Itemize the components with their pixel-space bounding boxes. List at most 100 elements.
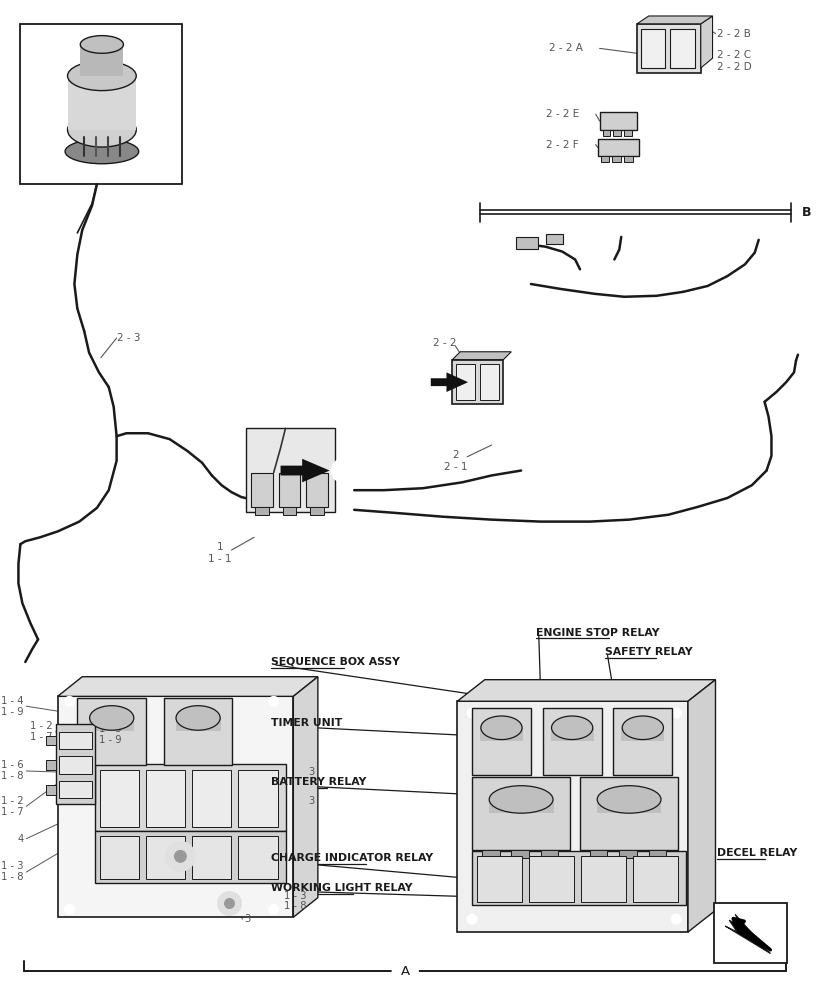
Ellipse shape xyxy=(80,36,123,53)
Text: 3: 3 xyxy=(308,767,314,777)
Bar xyxy=(597,139,639,156)
Circle shape xyxy=(331,459,355,482)
Polygon shape xyxy=(701,16,712,68)
Text: 1: 1 xyxy=(216,542,223,552)
Ellipse shape xyxy=(481,716,522,740)
Bar xyxy=(175,718,220,731)
Text: 1 - 4: 1 - 4 xyxy=(1,696,24,706)
Polygon shape xyxy=(457,701,688,932)
Bar xyxy=(251,473,273,507)
Bar xyxy=(637,24,701,73)
Bar xyxy=(529,856,574,902)
Bar xyxy=(238,770,277,827)
Bar xyxy=(477,856,522,902)
Polygon shape xyxy=(246,428,335,512)
Text: 2 - 2 F: 2 - 2 F xyxy=(546,140,579,150)
Bar xyxy=(59,732,92,749)
Text: 1 - 3: 1 - 3 xyxy=(283,891,306,901)
Bar xyxy=(633,856,678,902)
Bar xyxy=(255,507,268,515)
Bar xyxy=(590,850,607,858)
Circle shape xyxy=(794,200,816,225)
Circle shape xyxy=(268,904,278,914)
Circle shape xyxy=(64,904,74,914)
Bar xyxy=(238,836,277,879)
Bar xyxy=(59,781,92,798)
Circle shape xyxy=(224,899,234,908)
Text: 2 - 2: 2 - 2 xyxy=(432,338,456,348)
Ellipse shape xyxy=(176,706,220,730)
Bar xyxy=(164,698,233,765)
Text: 1 - 6: 1 - 6 xyxy=(1,760,24,770)
Bar xyxy=(600,112,637,130)
Circle shape xyxy=(64,696,74,706)
Circle shape xyxy=(392,958,418,984)
Bar xyxy=(601,156,610,162)
Bar xyxy=(78,698,146,765)
Text: ENGINE STOP RELAY: ENGINE STOP RELAY xyxy=(536,628,659,638)
Bar xyxy=(480,364,499,400)
Circle shape xyxy=(672,708,681,718)
Bar xyxy=(310,507,324,515)
Text: BATTERY RELAY: BATTERY RELAY xyxy=(271,777,366,787)
Text: 1 - 2: 1 - 2 xyxy=(30,721,53,731)
Bar xyxy=(613,156,621,162)
Bar xyxy=(614,130,621,136)
Text: B: B xyxy=(415,376,424,389)
Polygon shape xyxy=(281,459,330,482)
Bar xyxy=(619,850,637,858)
Bar xyxy=(452,360,503,404)
Bar xyxy=(146,770,185,827)
Ellipse shape xyxy=(68,113,136,147)
Bar xyxy=(641,29,665,68)
Ellipse shape xyxy=(552,716,592,740)
Bar xyxy=(68,76,136,130)
Text: 1 - 8: 1 - 8 xyxy=(1,872,24,882)
Bar xyxy=(456,364,475,400)
Bar xyxy=(489,799,553,813)
Bar xyxy=(546,234,563,244)
Circle shape xyxy=(467,914,477,924)
Bar xyxy=(89,718,135,731)
Text: 2: 2 xyxy=(452,450,459,460)
Bar xyxy=(472,777,570,850)
Bar xyxy=(193,770,232,827)
Text: 1 - 8: 1 - 8 xyxy=(283,901,306,911)
Bar xyxy=(481,850,499,858)
Text: A: A xyxy=(339,464,348,477)
Polygon shape xyxy=(637,16,712,24)
Text: 2 - 1: 2 - 1 xyxy=(444,462,467,472)
Text: 1 - 7: 1 - 7 xyxy=(30,732,53,742)
Bar xyxy=(100,836,140,879)
Bar xyxy=(713,903,787,963)
Bar xyxy=(59,756,92,774)
Bar xyxy=(472,708,531,775)
Bar xyxy=(20,24,183,184)
Text: 2 - 2 C: 2 - 2 C xyxy=(717,50,752,60)
Circle shape xyxy=(672,914,681,924)
Circle shape xyxy=(218,892,242,915)
Bar xyxy=(278,473,300,507)
Text: 1 - 8: 1 - 8 xyxy=(1,771,24,781)
Text: CHARGE INDICATOR RELAY: CHARGE INDICATOR RELAY xyxy=(271,853,432,863)
Text: 4: 4 xyxy=(17,834,24,844)
Text: 3: 3 xyxy=(308,796,314,806)
Bar xyxy=(146,836,185,879)
Bar xyxy=(541,850,558,858)
Bar xyxy=(649,850,667,858)
Bar xyxy=(580,777,678,850)
Ellipse shape xyxy=(90,706,134,730)
Bar xyxy=(46,736,55,745)
Bar xyxy=(624,130,632,136)
Polygon shape xyxy=(725,914,770,954)
Polygon shape xyxy=(688,680,716,932)
Text: 1 - 3: 1 - 3 xyxy=(1,861,24,871)
Bar xyxy=(472,851,686,905)
Bar xyxy=(551,728,594,741)
Text: SAFETY RELAY: SAFETY RELAY xyxy=(605,647,692,657)
Text: 2 - 2 E: 2 - 2 E xyxy=(546,109,579,119)
Polygon shape xyxy=(58,677,318,696)
Polygon shape xyxy=(431,372,468,392)
Text: B: B xyxy=(802,206,812,219)
Bar xyxy=(100,770,140,827)
